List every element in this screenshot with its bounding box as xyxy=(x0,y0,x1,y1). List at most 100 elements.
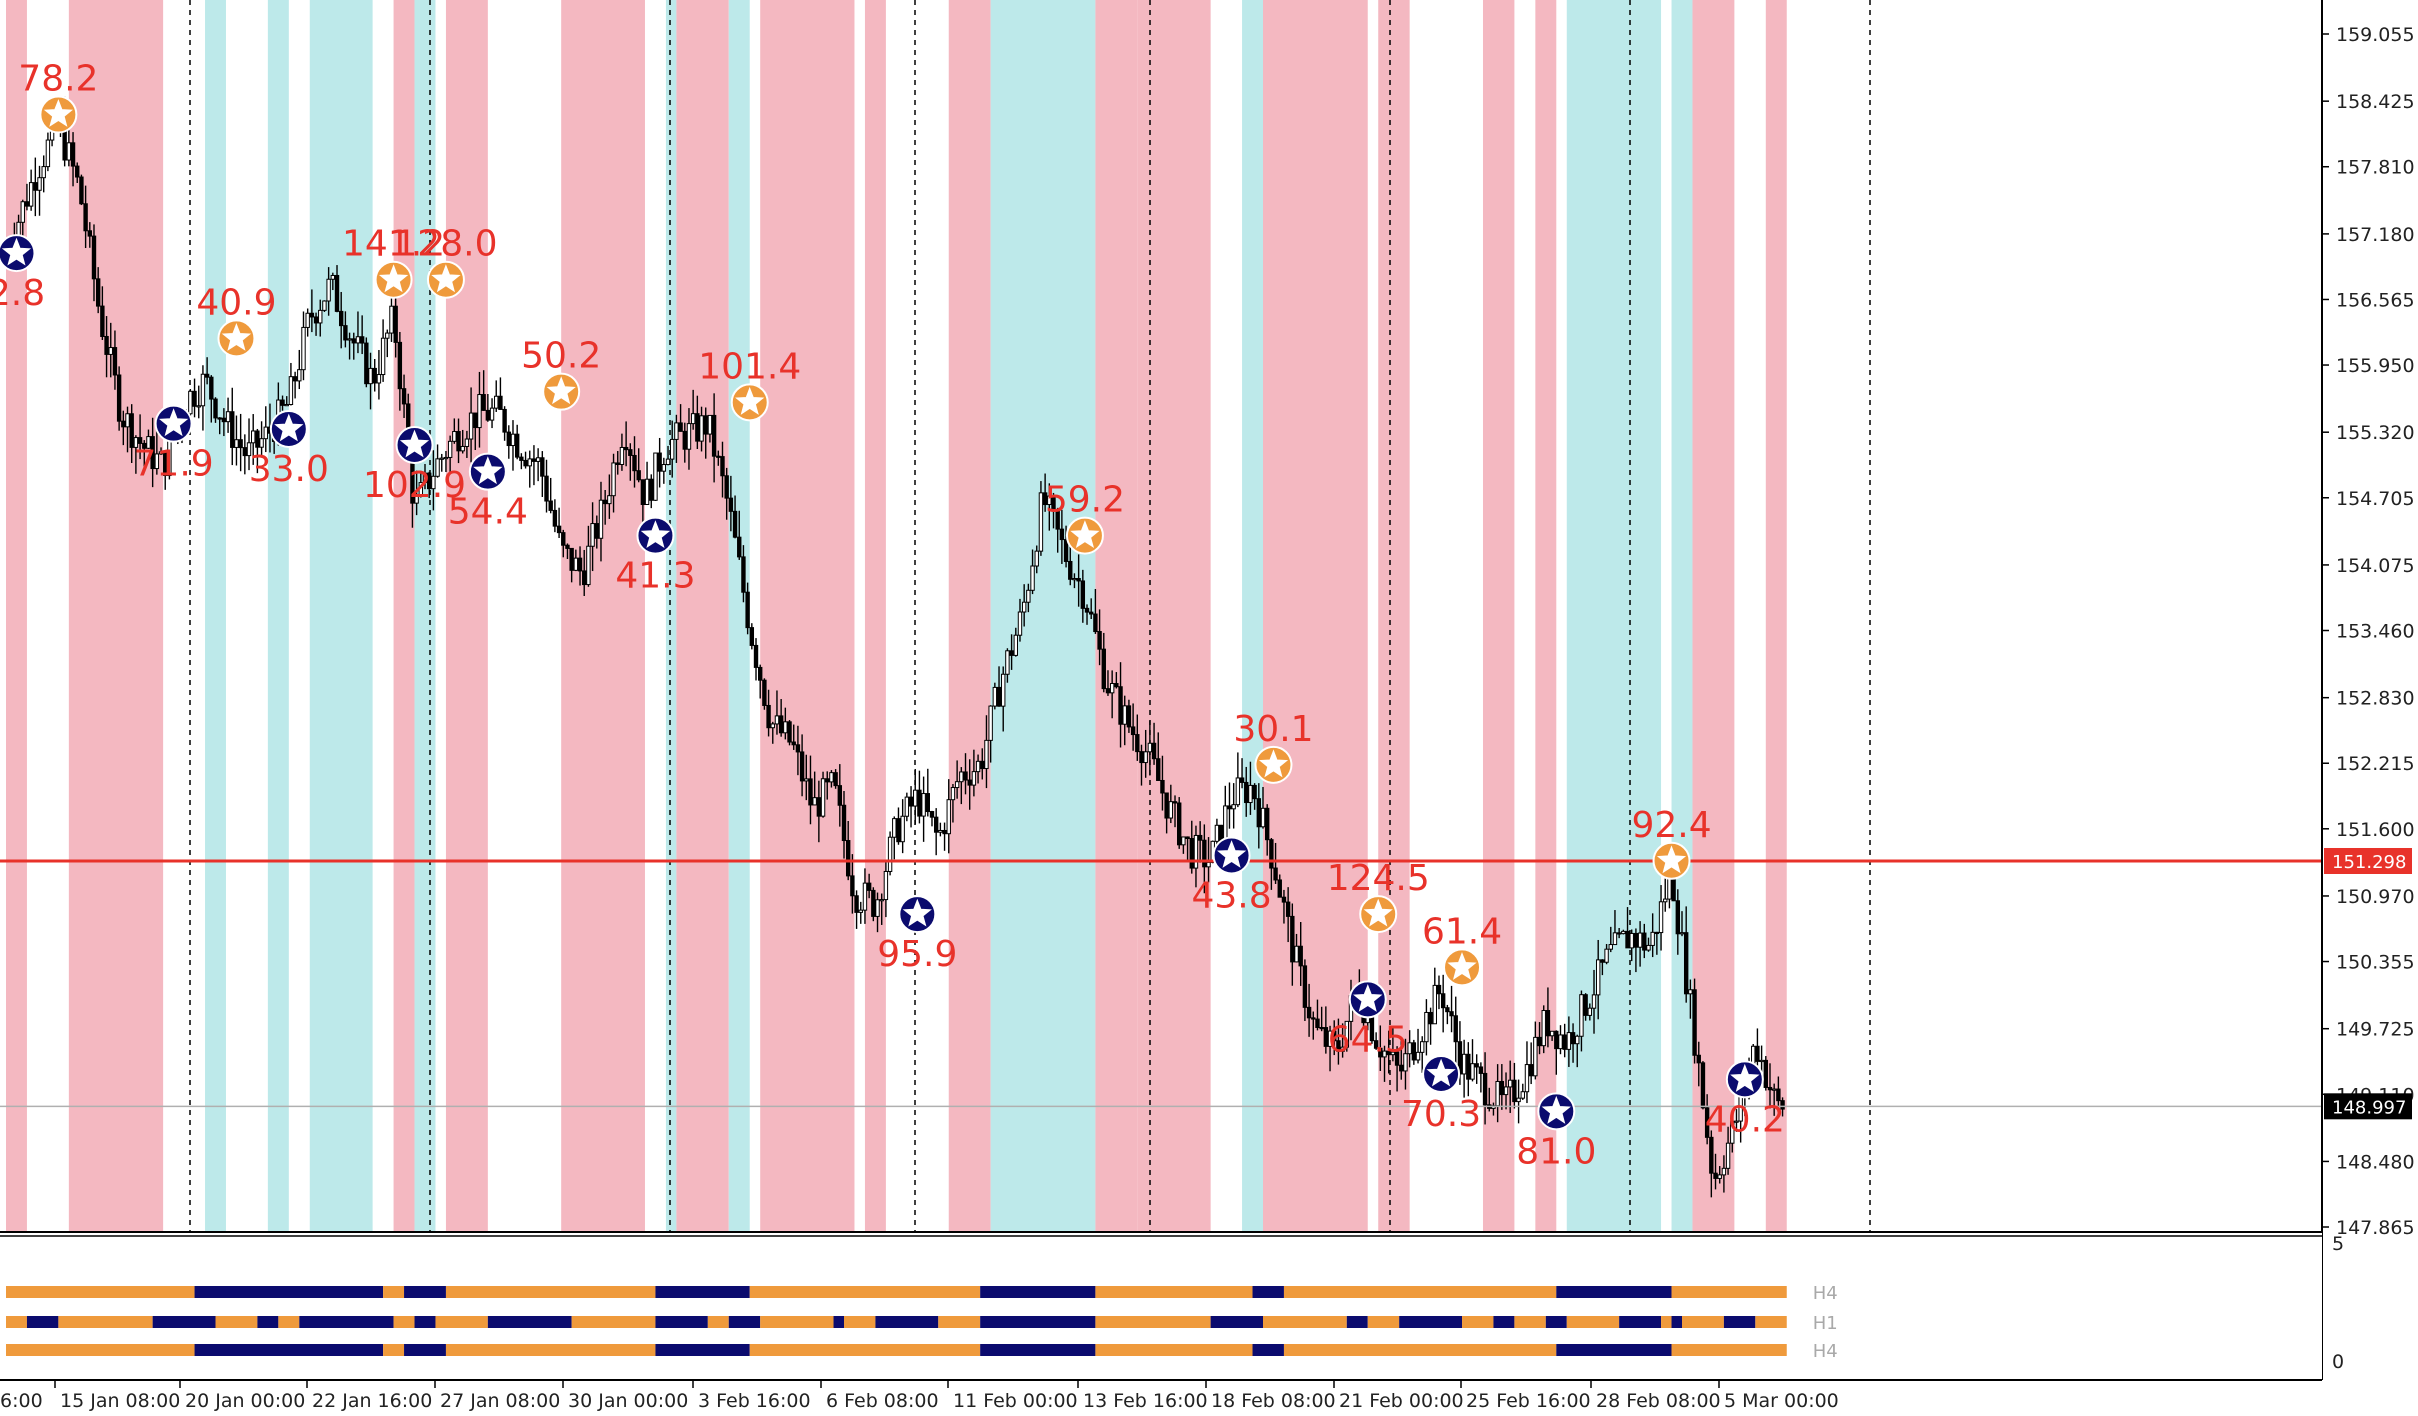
bid-price-tag-label: 148.997 xyxy=(2332,1097,2406,1118)
candle-body xyxy=(988,705,993,741)
indicator-segment-navy xyxy=(1346,1316,1368,1328)
candle-body xyxy=(1478,1066,1484,1074)
candle-body xyxy=(498,395,503,410)
candle-body xyxy=(70,142,76,167)
candle-body xyxy=(1612,932,1618,946)
candle-body xyxy=(1453,1015,1458,1043)
candle-body xyxy=(946,799,951,835)
session-bands xyxy=(6,0,1787,1232)
candle-body xyxy=(1470,1063,1475,1080)
candle-body xyxy=(841,804,847,842)
candle-body xyxy=(95,278,101,307)
candle-body xyxy=(506,431,512,447)
high-star-marker: 30.1 xyxy=(1233,709,1314,784)
price-tick-label: 155.950 xyxy=(2336,355,2415,377)
candle-body xyxy=(242,447,248,457)
star-value-label: 40.9 xyxy=(196,282,276,323)
candle-body xyxy=(879,899,884,902)
candle-body xyxy=(75,165,80,178)
candle-body xyxy=(1264,807,1270,841)
price-tick-label: 147.865 xyxy=(2336,1217,2415,1239)
candle-body xyxy=(1327,1030,1333,1047)
star-icon xyxy=(1447,952,1477,980)
time-tick-label: 20 Jan 00:00 xyxy=(185,1390,305,1412)
band-cyan xyxy=(205,0,226,1232)
price-tick-label: 153.460 xyxy=(2336,621,2415,643)
indicator-segment-navy xyxy=(1619,1316,1662,1328)
candle-body xyxy=(540,457,545,477)
bid-price-tag xyxy=(2324,1093,2412,1120)
low-star-marker: 41.3 xyxy=(615,516,696,597)
candle-body xyxy=(1524,1064,1530,1093)
candle-body xyxy=(426,472,432,490)
time-tick-label: 21 Feb 00:00 xyxy=(1339,1390,1464,1412)
candle-body xyxy=(1151,742,1157,760)
star-value-label: 70.3 xyxy=(1401,1094,1481,1135)
candle-body xyxy=(347,338,352,341)
star-icon xyxy=(1656,845,1687,874)
candle-body xyxy=(1445,1007,1450,1013)
indicator-segment-orange xyxy=(749,1344,981,1356)
candle-body xyxy=(485,409,491,421)
price-tick-label: 155.320 xyxy=(2336,422,2415,444)
candle-body xyxy=(1440,993,1446,1009)
candle-body xyxy=(737,536,742,558)
candle-body xyxy=(1545,1010,1551,1037)
candle-body xyxy=(862,882,868,911)
candle-body xyxy=(1570,1032,1576,1045)
time-axis[interactable]: 6:00 15 Jan 08:00 20 Jan 00:00 22 Jan 16:00… xyxy=(0,1380,1839,1412)
candle-body xyxy=(192,390,197,407)
candle-body xyxy=(1436,984,1442,995)
price-tick-label: 150.970 xyxy=(2336,886,2415,908)
candle-body xyxy=(703,415,708,435)
time-tick-label: 3 Feb 16:00 xyxy=(698,1390,811,1412)
candle-body xyxy=(477,394,482,429)
candle-body xyxy=(1474,1063,1479,1068)
candle-body xyxy=(1306,1006,1312,1019)
candle-body xyxy=(1038,492,1044,552)
candle-body xyxy=(829,772,834,783)
star-icon xyxy=(431,264,461,293)
candle-body xyxy=(209,376,214,400)
band-cyan xyxy=(1671,0,1693,1232)
candle-body xyxy=(158,451,164,455)
candle-body xyxy=(1432,984,1437,1025)
star-value-label: 92.4 xyxy=(1631,805,1711,846)
candle-body xyxy=(1030,565,1035,591)
indicator-segment-orange xyxy=(58,1316,153,1328)
band-pink xyxy=(1765,0,1787,1232)
candle-body xyxy=(1549,1030,1555,1037)
star-icon xyxy=(1541,1095,1571,1124)
candle-body xyxy=(594,523,599,539)
candle-body xyxy=(1076,578,1081,582)
candle-body xyxy=(1051,495,1056,510)
candle-body xyxy=(1135,734,1140,753)
candle-body xyxy=(464,438,470,447)
price-tick-label: 154.705 xyxy=(2336,488,2415,510)
time-tick-label: 18 Feb 08:00 xyxy=(1211,1390,1336,1412)
candle-body xyxy=(196,405,201,408)
candle-body xyxy=(1105,688,1111,694)
candle-body xyxy=(87,230,92,237)
candle-body xyxy=(732,510,738,538)
candle-body xyxy=(1495,1080,1500,1107)
candle-body xyxy=(305,312,310,328)
candle-body xyxy=(309,312,315,318)
candle-body xyxy=(695,413,700,442)
indicator-segment-orange xyxy=(445,1286,656,1298)
candle-body xyxy=(854,895,859,913)
indicator-tick-label: 5 xyxy=(2332,1233,2344,1255)
candle-body xyxy=(883,870,889,901)
candle-body xyxy=(443,456,449,460)
indicator-segment-navy xyxy=(980,1344,1096,1356)
high-star-marker: 124.5 xyxy=(1327,858,1430,934)
price-axis[interactable]: 159.055 158.425 157.810 157.180 156.565 155.9… xyxy=(2322,24,2415,1239)
band-pink xyxy=(948,0,991,1232)
candle-body xyxy=(569,547,574,571)
candle-body xyxy=(711,414,717,457)
time-tick-label: 30 Jan 00:00 xyxy=(568,1390,688,1412)
candle-body xyxy=(334,274,340,312)
candle-body xyxy=(288,376,294,406)
indicator-segment-orange xyxy=(1462,1316,1494,1328)
